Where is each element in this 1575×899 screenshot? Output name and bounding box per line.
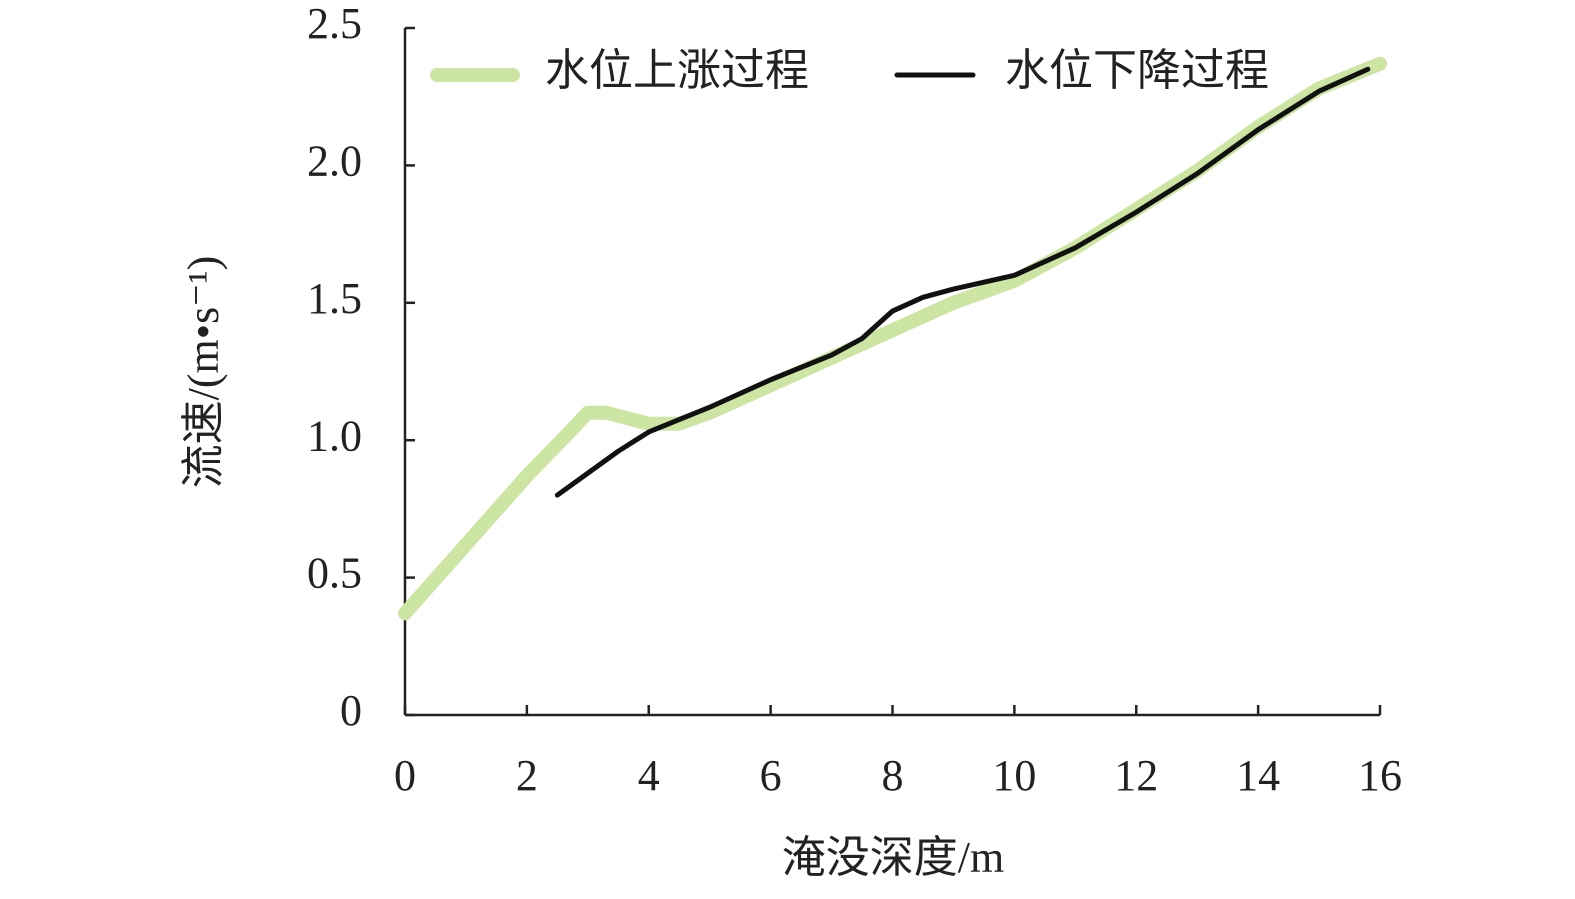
y-tick-label: 2.5 [307,0,362,48]
x-tick-label: 12 [1114,751,1158,800]
y-axis-label: 流速/(m•s⁻¹) [179,256,228,489]
data-line [554,66,1371,498]
x-tick-label: 14 [1236,751,1280,800]
x-axis-label: 淹没深度/m [782,833,1004,882]
x-tick-label: 4 [638,751,660,800]
x-tick-label: 0 [394,751,416,800]
x-tick-label: 8 [882,751,904,800]
y-tick-label: 1.0 [307,411,362,460]
y-tick-label: 2.0 [307,136,362,185]
legend-label: 水位下降过程 [1005,46,1269,95]
x-tick-label: 6 [760,751,782,800]
legend-label: 水位上涨过程 [545,46,809,95]
y-tick-label: 1.5 [307,274,362,323]
x-tick-label: 2 [516,751,538,800]
y-tick-label: 0 [340,686,362,735]
x-tick-label: 10 [992,751,1036,800]
x-tick-label: 16 [1358,751,1402,800]
y-tick-label: 0.5 [307,549,362,598]
